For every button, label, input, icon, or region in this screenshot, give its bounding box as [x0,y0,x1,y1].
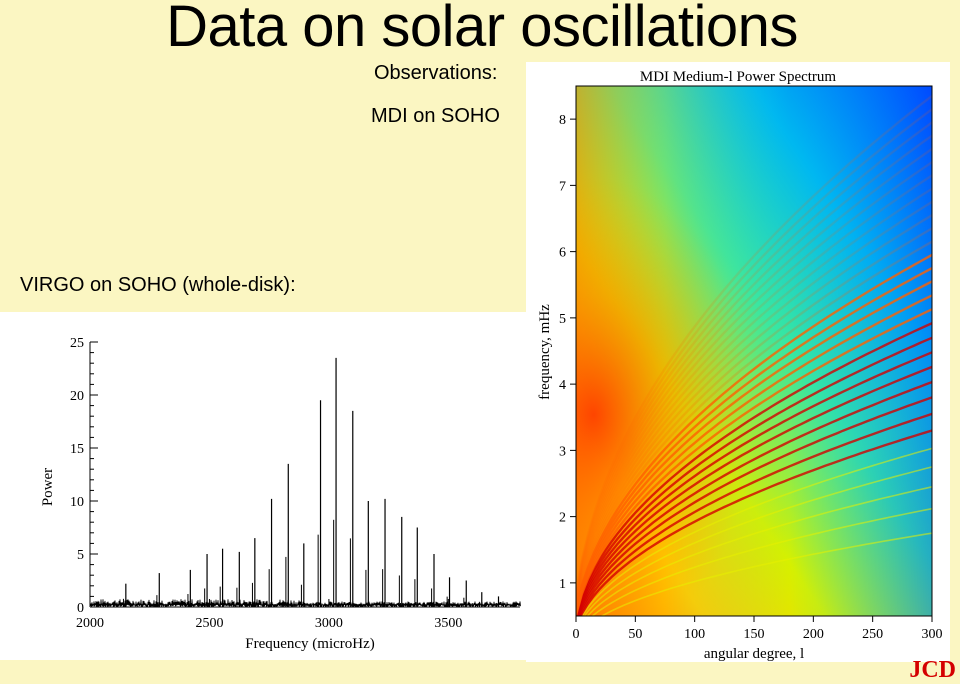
virgo-label: VIRGO on SOHO (whole-disk): [20,274,296,296]
mdi-y-tick-label: 4 [559,378,566,393]
mdi-ridge [576,365,932,616]
virgo-x-axis-label: Frequency (microHz) [245,636,375,652]
mdi-y-tick-label: 8 [559,113,566,128]
virgo-x-tick-label: 3000 [315,616,343,631]
virgo-y-tick-label: 10 [70,495,84,510]
virgo-y-tick-label: 15 [70,442,84,457]
mdi-ridge [576,240,932,609]
mdi-ridge [576,161,932,601]
mdi-ridge [591,507,932,616]
jcd-watermark: JCD [909,657,956,683]
mdi-ridge [576,253,932,611]
mdi-ridge [576,227,932,608]
mdi-ridge [577,380,932,616]
mdi-y-tick-label: 5 [559,312,566,327]
virgo-y-tick-label: 25 [70,336,84,351]
mdi-x-tick-label: 300 [922,627,943,642]
virgo-y-tick-label: 20 [70,389,84,404]
mdi-ridge [576,121,932,597]
page-title: Data on solar oscillations [166,0,798,59]
mdi-x-tick-label: 100 [684,627,705,642]
virgo-y-tick-label: 0 [77,601,84,616]
mdi-ridge [576,200,932,605]
observations-label: Observations: [374,62,498,84]
mdi-chart-title: MDI Medium-l Power Spectrum [640,69,837,85]
mdi-y-axis-label: frequency, mHz [537,304,553,400]
mdi-ridge [576,308,932,616]
mdi-y-tick-label: 2 [559,511,566,526]
mdi-ridge [576,187,932,604]
mdi-ridge [576,280,932,613]
mdi-ridge [586,486,932,616]
mdi-power-spectrum-chart: MDI Medium-l Power Spectrum 0 50 100 150 200… [537,69,943,662]
mdi-ridge [576,214,932,607]
mdi-ridge [576,94,932,595]
mdi-label: MDI on SOHO [371,105,500,127]
mdi-power-spectrum-panel: MDI Medium-l Power Spectrum 0 50 100 150 200… [526,62,950,662]
mdi-ridge [600,532,932,616]
mdi-ridge [576,294,932,615]
mdi-x-tick-label: 250 [862,627,883,642]
mdi-ridge [576,147,932,600]
mdi-ridge [576,351,932,616]
mdi-ridge [578,412,932,616]
virgo-x-tick-label: 3500 [434,616,462,631]
mdi-x-tick-label: 150 [744,627,765,642]
mdi-x-tick-label: 0 [573,627,580,642]
virgo-y-axis-label: Power [40,468,56,506]
virgo-x-tick-label: 2000 [76,616,104,631]
mdi-x-tick-label: 50 [628,627,642,642]
virgo-y-tick-label: 5 [77,548,84,563]
mdi-y-tick-label: 3 [559,444,566,459]
mdi-y-tick-label: 7 [559,179,566,194]
virgo-x-tick-label: 2500 [195,616,223,631]
mdi-ridge [579,429,932,616]
mdi-x-tick-label: 200 [803,627,824,642]
mdi-ridge [576,108,932,596]
mdi-ridge [576,174,932,603]
mdi-ridge [583,466,932,616]
virgo-power-spectrum-chart: 0 5 10 15 20 25 2000 2500 3000 3500 Frequency (mi… [40,336,521,652]
mdi-ridge [576,322,932,616]
mdi-x-axis-label: angular degree, l [704,646,804,662]
virgo-power-spectrum-panel: 0 5 10 15 20 25 2000 2500 3000 3500 Frequency (mi… [0,312,528,660]
mdi-ridge [576,336,932,616]
mdi-y-tick-label: 1 [559,577,566,592]
mdi-y-tick-label: 6 [559,246,566,261]
mdi-ridge [577,396,932,616]
mdi-ridge [581,447,932,616]
mdi-ridge [576,267,932,612]
mdi-ridge [576,134,932,599]
